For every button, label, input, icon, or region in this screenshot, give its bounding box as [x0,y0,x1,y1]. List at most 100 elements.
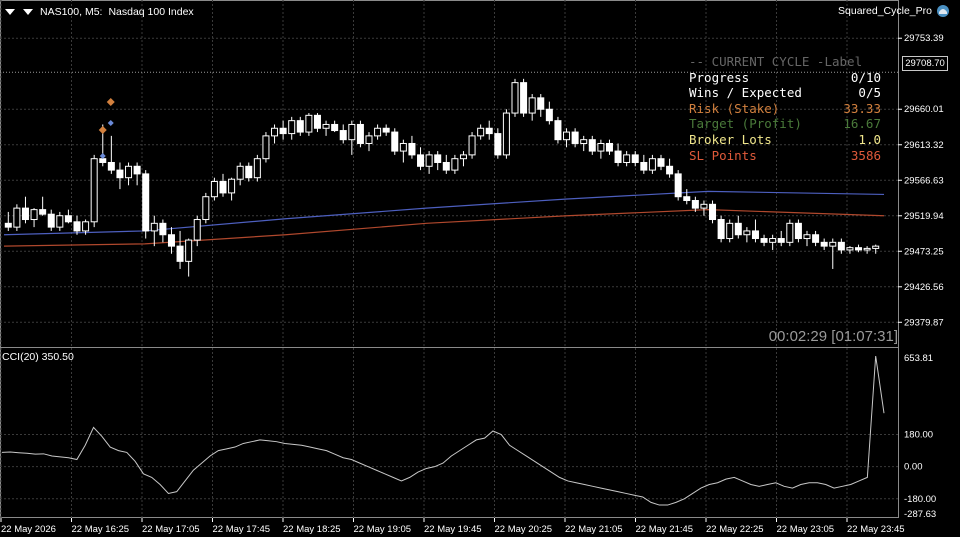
price-tick-label: 29613.32 [904,140,944,151]
candle [760,234,768,247]
candle-body [193,219,201,241]
candle-body [580,139,588,144]
candle-body [271,127,279,137]
candle [537,94,545,117]
expert-name[interactable]: Squared_Cycle_Pro [838,5,932,17]
time-tick-label: 22 May 17:45 [213,524,271,535]
candle [545,101,553,125]
candle [150,215,158,247]
candle [666,158,674,178]
candle [30,208,38,228]
candle [133,162,141,186]
candle-body [125,165,133,179]
candle-body [837,241,845,251]
candle [305,113,313,136]
bar-timer: 00:02:29 [01:07:31] [768,328,898,345]
candle-body [245,165,253,179]
candle-body [648,158,656,171]
candle-body [425,154,433,167]
candle-body [623,154,631,163]
candle [159,219,167,243]
symbol-description: Nasdaq 100 Index [108,6,194,18]
candle [210,177,218,201]
candle-body [228,178,236,194]
candle [279,120,287,140]
dropdown-arrow-icon[interactable] [4,7,16,17]
candle [640,154,648,174]
panel-row: Wins / Expected 0/5 [689,85,881,101]
current-price-tag: 29708.70 [902,56,948,71]
time-tick-label: 22 May 18:25 [283,524,341,535]
candle [683,189,691,205]
candle [348,120,356,155]
candle-body [700,203,708,209]
price-tick-label: 29753.39 [904,33,944,44]
candle-body [709,203,717,221]
candle [657,154,665,171]
dropdown-arrow-icon[interactable] [22,7,34,17]
candle-body [39,209,47,215]
candle [116,162,124,190]
candle [331,120,339,133]
candle-body [348,123,356,141]
candle-body [751,230,759,240]
candle [563,128,571,148]
candle [21,196,29,224]
symbol-label: NAS100, M5: [40,6,103,18]
candle-body [56,215,64,228]
candle-body [47,213,55,228]
panel-row-value: 33.33 [843,100,881,116]
candle-body [872,245,880,249]
time-tick-label: 22 May 23:45 [847,524,905,535]
candle [365,132,373,152]
candle-body [176,245,184,262]
candle [674,170,682,201]
trade-markers [98,98,115,159]
candle [502,109,510,159]
candle [786,219,794,247]
candle-body [631,154,639,163]
ma_fast-line [3,190,885,236]
candle-body [21,207,29,221]
candle [382,124,390,136]
candle-body [331,123,339,132]
sl-marker-icon [99,153,106,159]
candle-body [167,234,175,247]
candle-body [803,234,811,240]
candle [313,113,321,133]
candle [614,143,622,167]
candle [356,120,364,148]
candle-body [142,173,150,232]
candle-body [820,241,828,247]
panel-row-value: 0/5 [858,85,881,101]
panel-row-label: SL Points [689,147,757,163]
candle [597,139,605,159]
candle-body [107,161,115,171]
candle [631,151,639,167]
candle [391,128,399,155]
candle-body [769,238,777,243]
candle-body [185,239,193,262]
time-tick-label: 22 May 22:25 [706,524,764,535]
candle-body [726,222,734,240]
candle-body [262,135,270,160]
price-tick-label: 29566.63 [904,175,944,186]
candle [451,154,459,174]
candle-body [442,161,450,171]
candle-body [520,82,528,114]
time-tick-label: 22 May 21:05 [565,524,623,535]
candle-body [116,169,124,179]
candle [107,135,115,174]
expert-hat-icon[interactable] [936,4,950,18]
candle [228,177,236,201]
candle [47,209,55,231]
panel-row: Risk (Stake) 33.33 [689,101,881,117]
candle-body [356,123,364,144]
candle-body [236,165,244,180]
candle [219,173,227,197]
candle-body [640,161,648,171]
candle-body [279,127,287,135]
candle [743,227,751,243]
candle [803,230,811,247]
